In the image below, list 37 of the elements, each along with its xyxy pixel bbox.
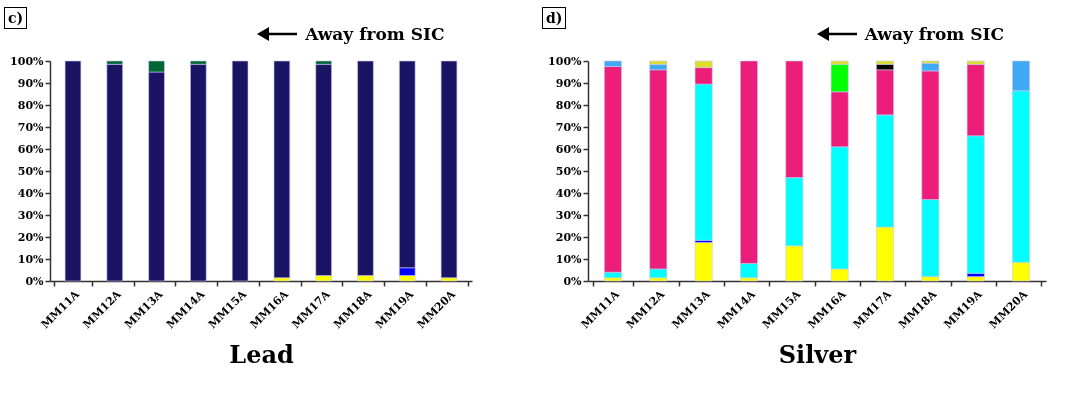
bar <box>190 64 207 282</box>
y-tick-label: 0% <box>25 274 45 288</box>
y-tick-label: 70% <box>555 120 583 134</box>
y-tick-label: 40% <box>17 186 45 200</box>
x-axis-title: Lead <box>229 340 294 370</box>
y-tick-label: 100% <box>10 54 45 68</box>
y-tick-label: 40% <box>555 186 583 200</box>
bar <box>440 60 458 278</box>
bar <box>273 60 291 278</box>
bar <box>966 276 985 282</box>
y-tick-label: 80% <box>555 98 583 112</box>
y-tick-label: 30% <box>17 208 45 222</box>
y-tick-label: 30% <box>555 208 583 222</box>
x-axis-title: Silver <box>778 340 857 370</box>
bar <box>106 64 123 282</box>
bar <box>64 60 82 282</box>
y-tick-label: 90% <box>555 76 583 90</box>
y-tick-label: 100% <box>548 54 583 68</box>
y-tick-label: 50% <box>555 164 583 178</box>
text: Away from SIC <box>305 24 445 44</box>
y-tick-label: 60% <box>17 142 45 156</box>
y-tick-label: 20% <box>555 230 583 244</box>
chart-title: c) <box>4 7 28 29</box>
bar <box>604 277 622 282</box>
y-tick-label: 60% <box>555 142 583 156</box>
chart-title: d) <box>542 7 567 29</box>
y-tick-label: 10% <box>17 252 45 266</box>
text: Away from SIC <box>864 24 1005 44</box>
y-tick-label: 0% <box>563 274 583 288</box>
bar <box>231 60 249 282</box>
y-tick-label: 20% <box>17 230 45 244</box>
y-tick-label: 70% <box>17 120 45 134</box>
bar <box>694 242 713 282</box>
y-tick-label: 90% <box>17 76 45 90</box>
y-tick-label: 10% <box>555 252 583 266</box>
y-tick-label: 80% <box>17 98 45 112</box>
y-tick-label: 50% <box>17 164 45 178</box>
